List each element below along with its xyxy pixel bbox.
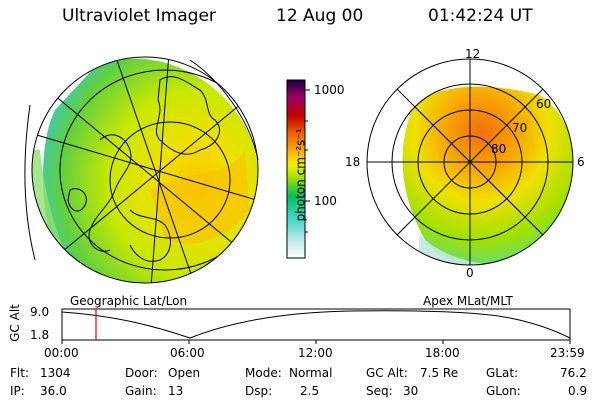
geographic-caption: Geographic Lat/Lon bbox=[70, 294, 188, 308]
polar-mlat-mlt-plot bbox=[366, 58, 574, 266]
glat-label: GLat: bbox=[486, 366, 519, 380]
seq-value: 30 bbox=[403, 384, 419, 398]
altitude-ylabel: GC Alt bbox=[7, 304, 22, 342]
altitude-xtick-2359: 23:59 bbox=[550, 346, 585, 360]
glat-value: 76.2 bbox=[560, 366, 587, 380]
time-label: 01:42:24 UT bbox=[428, 6, 533, 26]
door-value: Open bbox=[168, 366, 201, 380]
seq-label: Seq: bbox=[366, 384, 393, 398]
mlt-label-6: 6 bbox=[577, 155, 585, 169]
door-label: Door: bbox=[125, 366, 158, 380]
glon-label: GLon: bbox=[486, 384, 521, 398]
instrument-title: Ultraviolet Imager bbox=[62, 6, 216, 26]
altitude-xtick-0600: 06:00 bbox=[170, 346, 205, 360]
gain-label: Gain: bbox=[125, 384, 157, 398]
color-scale-bar bbox=[286, 79, 310, 259]
geographic-image bbox=[24, 56, 259, 284]
apex-caption: Apex MLat/MLT bbox=[423, 294, 513, 308]
colorbar-tick-100: 100 bbox=[314, 194, 337, 208]
flt-value: 1304 bbox=[40, 366, 71, 380]
mlt-label-12: 12 bbox=[465, 47, 481, 61]
mode-value: Normal bbox=[289, 366, 333, 380]
altitude-plot bbox=[61, 308, 571, 344]
altitude-xtick-0000: 00:00 bbox=[44, 346, 79, 360]
altitude-ytick-1-8: 1.8 bbox=[30, 328, 50, 342]
ip-value: 36.0 bbox=[40, 384, 67, 398]
gcalt-value: 7.5 Re bbox=[420, 366, 459, 380]
mlat-label-80: 80 bbox=[491, 142, 507, 156]
altitude-xtick-1200: 12:00 bbox=[298, 346, 333, 360]
mlt-label-18: 18 bbox=[345, 155, 361, 169]
date-label: 12 Aug 00 bbox=[276, 6, 364, 26]
dsp-label: Dsp: bbox=[245, 384, 273, 398]
gcalt-label: GC Alt: bbox=[366, 366, 408, 380]
flt-label: Flt: bbox=[10, 366, 29, 380]
mlat-label-60: 60 bbox=[536, 97, 552, 111]
colorbar-tick-1000: 1000 bbox=[314, 83, 345, 97]
glon-value: 0.9 bbox=[568, 384, 588, 398]
altitude-xtick-1800: 18:00 bbox=[425, 346, 460, 360]
altitude-ytick-9: 9.0 bbox=[30, 305, 50, 319]
mlt-label-0: 0 bbox=[466, 266, 474, 280]
ip-label: IP: bbox=[10, 384, 25, 398]
mode-label: Mode: bbox=[245, 366, 282, 380]
dsp-value: 2.5 bbox=[300, 384, 320, 398]
gain-value: 13 bbox=[168, 384, 184, 398]
mlat-label-70: 70 bbox=[512, 121, 528, 135]
colorbar-unit-label: photon cm⁻²s⁻¹ bbox=[293, 128, 308, 222]
